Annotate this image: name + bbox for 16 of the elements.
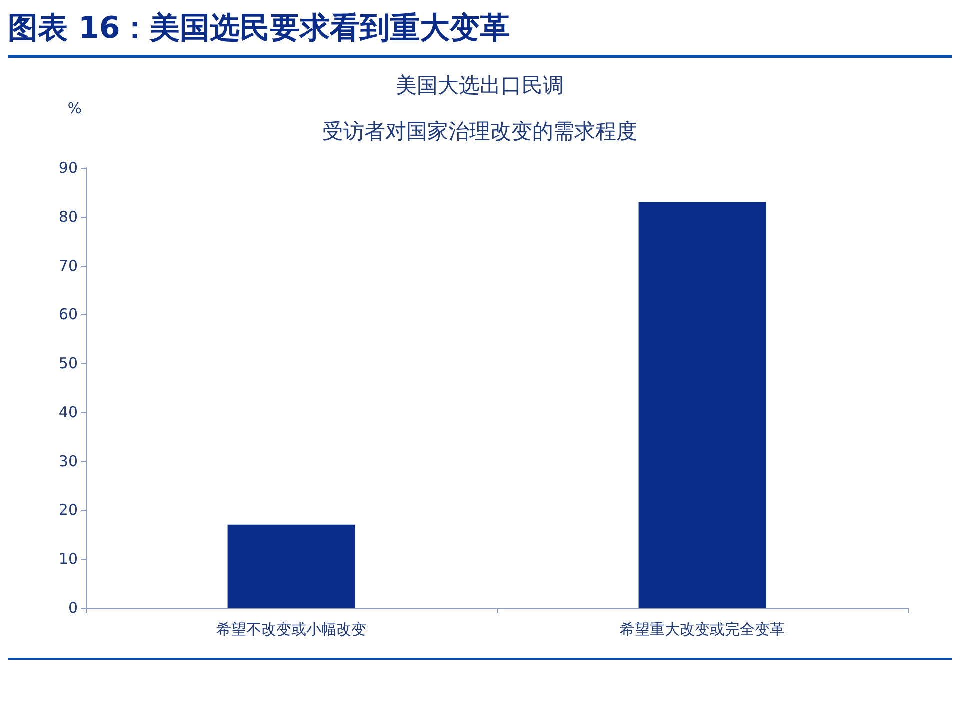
y-tick-label: 90 (58, 159, 78, 177)
y-tick-label: 20 (58, 501, 78, 520)
x-tick-label: 希望不改变或小幅改变 (216, 620, 366, 638)
text: 美国大选出口民调 (396, 74, 564, 98)
x-tick-label: 希望重大改变或完全变革 (620, 620, 785, 638)
y-tick-label: 80 (58, 208, 78, 226)
text: 受访者对国家治理改变的需求程度 (322, 120, 638, 144)
y-tick-label: 70 (58, 256, 78, 275)
y-tick-label: 10 (58, 550, 78, 568)
y-tick-label: 50 (58, 354, 78, 373)
y-tick-label: 40 (58, 403, 78, 422)
chart-title: 图表 16：美国选民要求看到重大变革 (8, 8, 952, 58)
y-axis-title: % (68, 100, 82, 118)
y-tick-label: 60 (58, 306, 78, 324)
y-tick-label: 30 (58, 452, 78, 470)
y-tick-label: 0 (68, 599, 78, 617)
